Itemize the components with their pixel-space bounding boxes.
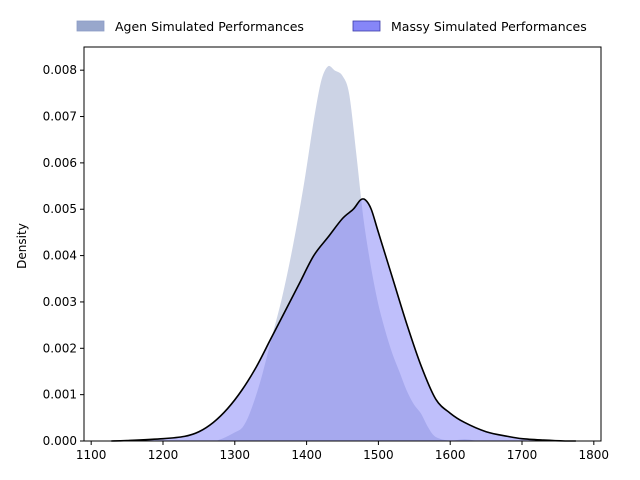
y-tick-label: 0.005 bbox=[43, 202, 77, 216]
legend-swatch-2 bbox=[352, 20, 381, 32]
x-tick-label: 1100 bbox=[76, 448, 107, 462]
series-2-area bbox=[111, 198, 576, 441]
y-tick-label: 0.006 bbox=[43, 156, 77, 170]
x-tick-label: 1300 bbox=[220, 448, 251, 462]
series-2-line bbox=[111, 198, 576, 442]
legend-swatch-1 bbox=[76, 20, 105, 32]
y-tick-label: 0.007 bbox=[43, 110, 77, 124]
x-tick-label: 1400 bbox=[291, 448, 322, 462]
y-tick-label: 0.003 bbox=[43, 295, 77, 309]
series-layer bbox=[111, 64, 576, 442]
y-tick-label: 0.008 bbox=[43, 63, 77, 77]
legend-label-1: Agen Simulated Performances bbox=[115, 19, 304, 34]
y-tick-label: 0.000 bbox=[43, 434, 77, 448]
x-axis: 1100 1200 1300 1400 1500 1600 1700 1800 bbox=[76, 441, 609, 462]
x-tick-label: 1600 bbox=[435, 448, 466, 462]
y-axis-label: Density bbox=[15, 223, 29, 269]
x-tick-label: 1700 bbox=[507, 448, 538, 462]
legend: Agen Simulated Performances Massy Simulat… bbox=[76, 19, 587, 34]
y-axis: 0.000 0.001 0.002 0.003 0.004 0.005 0.006 0.007… bbox=[43, 63, 84, 448]
plot-frame bbox=[83, 46, 602, 442]
x-tick-label: 1500 bbox=[363, 448, 394, 462]
y-tick-label: 0.002 bbox=[43, 341, 77, 355]
legend-label-2: Massy Simulated Performances bbox=[391, 19, 587, 34]
y-tick-label: 0.001 bbox=[43, 388, 77, 402]
y-tick-label: 0.004 bbox=[43, 249, 77, 263]
x-tick-label: 1800 bbox=[579, 448, 610, 462]
x-tick-label: 1200 bbox=[148, 448, 179, 462]
